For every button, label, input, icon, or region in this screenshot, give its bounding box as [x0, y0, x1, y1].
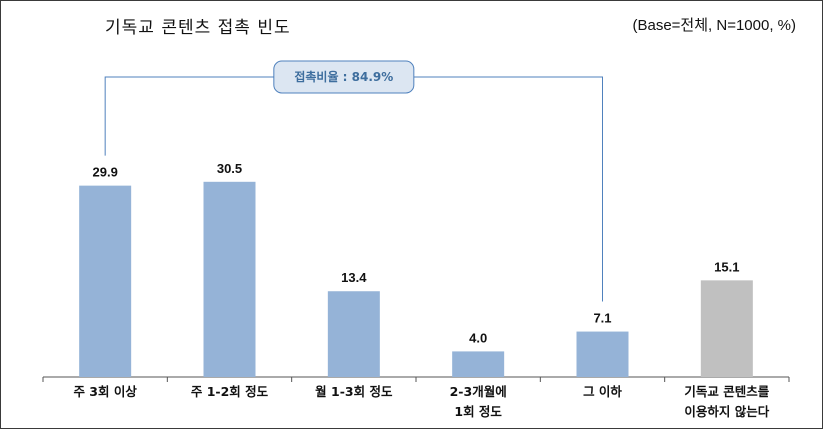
- category-label: 이용하지 않는다: [684, 404, 769, 419]
- bar: [327, 291, 380, 377]
- category-label: 주 3회 이상: [73, 384, 137, 399]
- bar: [203, 181, 256, 377]
- data-label: 30.5: [217, 161, 242, 176]
- contact-bracket-line: [104, 76, 603, 302]
- category-label: 기독교 콘텐츠를: [684, 384, 769, 399]
- chart-title: 기독교 콘텐츠 접촉 빈도: [105, 18, 291, 38]
- base-note: (Base=전체, N=1000, %): [632, 17, 796, 34]
- category-label: 2-3개월에: [450, 384, 507, 399]
- data-label: 13.4: [341, 270, 367, 285]
- data-label: 4.0: [469, 330, 487, 345]
- data-label: 7.1: [593, 311, 611, 326]
- category-label: 주 1-2회 정도: [191, 384, 269, 399]
- bar: [700, 280, 753, 377]
- data-label: 29.9: [93, 165, 118, 180]
- bar: [576, 331, 629, 377]
- category-label: 그 이하: [583, 384, 622, 399]
- bar: [452, 351, 505, 377]
- category-label: 1회 정도: [454, 404, 502, 419]
- category-label: 월 1-3회 정도: [315, 384, 393, 399]
- bar: [79, 185, 132, 377]
- contact-rate-label: 접촉비율 : 84.9%: [294, 69, 393, 84]
- contact-rate-box: [273, 60, 415, 94]
- data-label: 15.1: [714, 259, 739, 274]
